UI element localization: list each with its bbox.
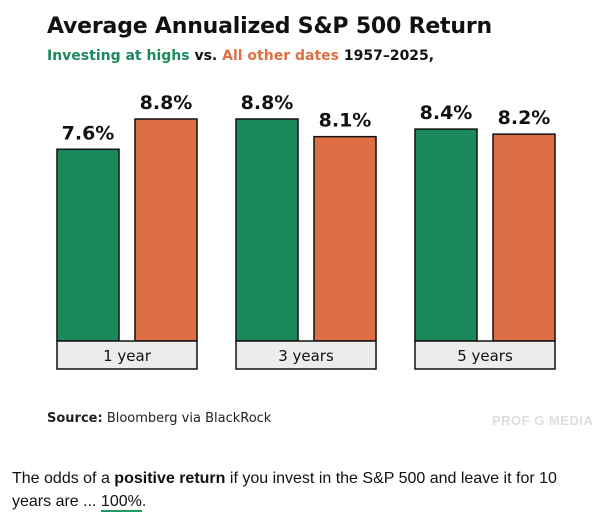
chart-title: Average Annualized S&P 500 Return — [47, 14, 492, 39]
caption-bold-text: positive return — [114, 470, 226, 487]
bar-other-1 — [313, 135, 377, 342]
data-label-other-2: 8.2% — [498, 107, 551, 129]
source-label: Source: — [47, 411, 103, 426]
bar-chart: 7.6% 8.8% 1 year 8.8% 8.1% 3 years 8.4% 8.2% 5 y… — [56, 92, 556, 370]
chart-figure: Average Annualized S&P 500 Return Invest… — [47, 14, 594, 428]
caption-link[interactable]: 100% — [100, 493, 142, 512]
subtitle-series-highs: Investing at highs — [47, 48, 190, 64]
data-label-highs-2: 8.4% — [420, 102, 473, 124]
bar-other-0 — [134, 118, 198, 342]
bar-highs-0 — [56, 148, 120, 342]
bar-highs-1 — [235, 118, 299, 342]
category-label-2: 5 years — [457, 347, 513, 365]
data-label-other-1: 8.1% — [319, 110, 372, 132]
source-text: Bloomberg via BlackRock — [106, 411, 272, 426]
subtitle-vs: vs. — [194, 48, 218, 64]
data-label-other-0: 8.8% — [140, 92, 193, 114]
category-label-0: 1 year — [103, 347, 152, 365]
caption-text-3: . — [141, 493, 147, 510]
subtitle-period: 1957–2025, — [343, 48, 435, 64]
source-note: Source: Bloomberg via BlackRock — [47, 411, 271, 426]
bar-other-2 — [492, 133, 556, 342]
watermark-logo: PROF G MEDIA — [492, 413, 594, 428]
caption-text-2: if you invest in the S&P 500 and leave i… — [12, 470, 557, 510]
data-label-highs-1: 8.8% — [241, 92, 294, 114]
bar-highs-2 — [414, 128, 478, 342]
chart-subtitle: Investing at highs vs. All other dates 1… — [47, 48, 434, 64]
subtitle-series-other: All other dates — [222, 48, 339, 64]
category-label-box-1 — [235, 340, 377, 370]
category-label-box-0 — [56, 340, 198, 370]
data-label-highs-0: 7.6% — [62, 122, 115, 144]
post-caption: The odds of a positive return if you inv… — [12, 467, 590, 513]
caption-text-1: The odds of a — [12, 470, 115, 487]
category-label-1: 3 years — [278, 347, 334, 365]
category-label-box-2 — [414, 340, 556, 370]
